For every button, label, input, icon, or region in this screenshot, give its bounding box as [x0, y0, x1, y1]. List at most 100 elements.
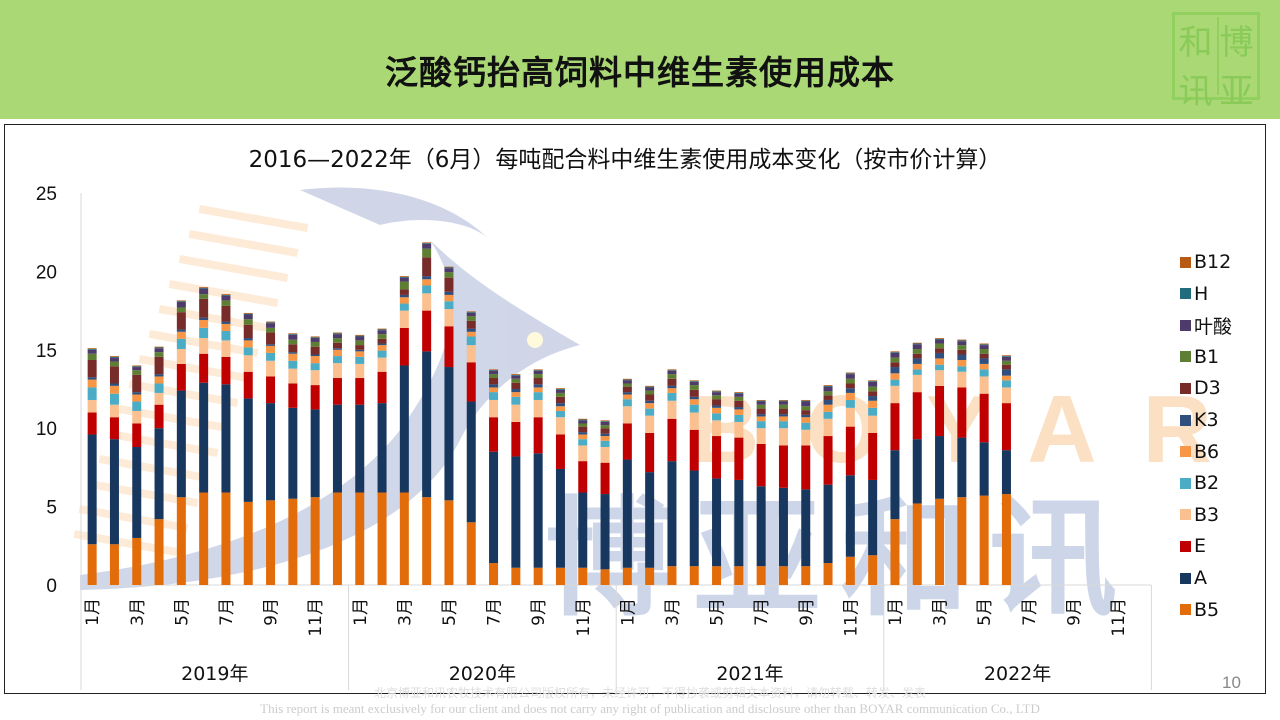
bar-segment-B12 [310, 336, 320, 338]
bar-segment-H [176, 301, 186, 302]
bar-segment-B1 [489, 374, 499, 379]
bar-segment-A [444, 367, 454, 501]
bar-segment-D3 [912, 353, 922, 359]
bar-segment-B3 [845, 407, 855, 427]
bar-segment-A [756, 486, 766, 567]
bar-segment-K3 [778, 414, 788, 417]
month-tick-label: 7月 [752, 598, 772, 626]
bar-segment-B6 [600, 436, 610, 441]
bar-segment-B3 [377, 357, 387, 372]
bar-segment-B3 [422, 293, 432, 311]
bar-segment-H [243, 313, 253, 315]
bar-segment-B6 [712, 407, 722, 414]
bar-segment-D3 [979, 353, 989, 359]
bar-segment-B3 [979, 376, 989, 394]
bar-segment-E [87, 412, 97, 435]
bar-segment-B12 [109, 356, 119, 357]
bar-segment-A [109, 439, 119, 545]
bar-segment-D3 [957, 349, 967, 355]
bar-segment-B5 [243, 501, 253, 585]
bar-segment-K3 [600, 433, 610, 437]
bar-segment-B1 [734, 396, 744, 401]
bar-segment-E [600, 462, 610, 495]
bar-segment-B12 [1001, 355, 1011, 357]
bar-segment-B5 [466, 522, 476, 585]
bar-segment-B12 [689, 380, 699, 382]
bar-segment-B5 [979, 495, 989, 585]
bar-segment-B12 [957, 339, 967, 341]
bar-segment-D3 [578, 426, 588, 433]
bar-segment-B3 [578, 445, 588, 462]
bar-segment-B2 [399, 303, 409, 311]
bar-segment-B2 [578, 439, 588, 446]
bar-segment-H [422, 243, 432, 244]
bar-segment-B1 [154, 352, 164, 357]
bar-segment-B6 [87, 379, 97, 388]
bar-segment-B2 [87, 387, 97, 400]
bar-segment-B12 [288, 333, 298, 335]
bar-segment-E [511, 421, 521, 457]
bar-segment-B6 [823, 404, 833, 412]
bar-segment-叶酸 [310, 338, 320, 342]
bar-segment-H [734, 392, 744, 394]
month-tick-label: 7月 [1020, 598, 1040, 626]
bar-segment-D3 [868, 391, 878, 397]
bar-segment-B5 [622, 567, 632, 585]
bar-segment-B12 [533, 369, 543, 371]
bar-segment-E [935, 385, 945, 437]
bar-segment-K3 [310, 354, 320, 357]
bar-segment-B3 [332, 363, 342, 379]
bar-segment-B1 [310, 341, 320, 347]
bar-segment-E [109, 417, 119, 440]
bar-segment-K3 [355, 349, 365, 352]
bar-segment-A [712, 478, 722, 567]
bar-segment-B1 [555, 392, 565, 397]
month-tick-label: 11月 [1109, 598, 1129, 637]
bar-segment-叶酸 [199, 288, 209, 295]
bar-segment-H [890, 352, 900, 353]
bar-segment-B3 [310, 370, 320, 386]
bar-segment-B6 [355, 351, 365, 357]
bar-segment-B2 [756, 421, 766, 429]
bar-segment-A [310, 409, 320, 498]
bar-segment-叶酸 [622, 380, 632, 384]
bar-segment-K3 [890, 367, 900, 374]
bar-segment-B1 [823, 391, 833, 396]
bar-segment-D3 [1001, 364, 1011, 370]
bar-segment-B1 [712, 395, 722, 400]
bar-segment-A [221, 384, 231, 493]
bar-segment-A [912, 439, 922, 504]
bar-segment-K3 [979, 358, 989, 364]
bar-segment-B6 [979, 363, 989, 370]
bar-segment-B1 [689, 385, 699, 390]
month-tick-label: 3月 [663, 598, 683, 626]
bar-segment-K3 [243, 338, 253, 341]
bar-segment-H [912, 343, 922, 345]
bar-segment-D3 [622, 386, 632, 393]
bar-segment-B2 [422, 285, 432, 294]
bar-segment-K3 [756, 414, 766, 417]
legend-label: B2 [1194, 472, 1220, 495]
bar-segment-B3 [87, 399, 97, 413]
bar-segment-B12 [555, 388, 565, 389]
bar-segment-B5 [288, 498, 298, 585]
bar-segment-D3 [132, 374, 142, 393]
bar-segment-B5 [199, 492, 209, 585]
bar-segment-B3 [912, 374, 922, 393]
bar-segment-B12 [845, 372, 855, 374]
bar-segment-D3 [466, 320, 476, 329]
bar-segment-B2 [533, 392, 543, 400]
month-tick-label: 1月 [351, 598, 371, 626]
bar-segment-B12 [132, 365, 142, 367]
bar-segment-B2 [377, 350, 387, 358]
bar-segment-D3 [890, 362, 900, 368]
bar-segment-K3 [645, 400, 655, 404]
bar-segment-A [979, 442, 989, 496]
bar-segment-E [578, 461, 588, 493]
legend-swatch [1180, 509, 1191, 521]
month-tick-label: 1月 [83, 598, 103, 626]
bar-segment-叶酸 [489, 370, 499, 375]
bar-segment-H [511, 374, 521, 376]
bar-segment-B1 [778, 404, 788, 409]
bar-segment-A [823, 484, 833, 564]
